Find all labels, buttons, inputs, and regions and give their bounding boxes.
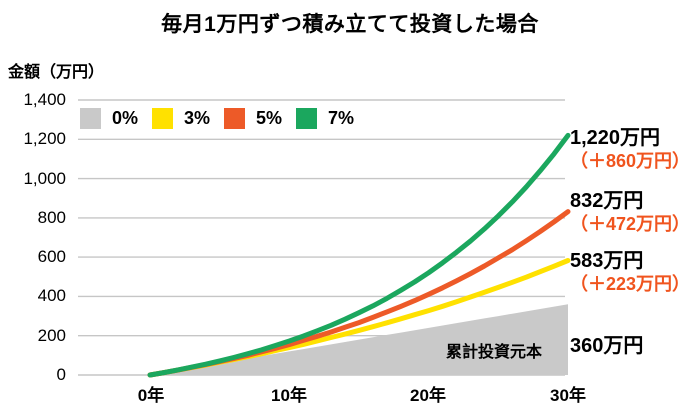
x-tick-10y: 10年 [271,386,307,405]
line-7% [147,132,571,378]
legend-swatch-3pct-icon [152,108,174,129]
end-value-3pct: 583万円 [570,250,644,272]
legend-item-3pct: 3% [152,108,210,129]
legend-item-7pct: 7% [296,108,354,129]
x-tick-30y: 30年 [550,386,586,405]
end-gain-7pct: （＋860万円） [570,151,691,171]
y-tick-0: 0 [56,365,66,384]
y-tick-400: 400 [37,286,66,305]
legend-item-5pct: 5% [224,108,282,129]
legend-label-3pct: 3% [184,108,211,128]
end-gain-5pct: （＋472万円） [570,214,691,234]
end-label-7pct: 1,220万円 （＋860万円） [570,126,690,173]
y-tick-600: 600 [37,247,66,266]
y-tick-200: 200 [37,326,66,345]
principal-area-label: 累計投資元本 [446,344,543,361]
y-tick-1200: 1,200 [23,129,66,148]
legend-label-7pct: 7% [328,108,355,128]
legend-swatch-0pct-icon [80,108,101,129]
y-axis-title: 金額（万円） [8,64,105,81]
legend-swatch-7pct-icon [296,108,318,129]
legend: 0% 3% 5% 7% [80,108,368,129]
legend-label-5pct: 5% [256,108,283,128]
x-tick-0y: 0年 [137,386,165,405]
end-gain-3pct: （＋223万円） [570,274,691,294]
end-value-principal: 360万円 [570,335,644,357]
legend-label-0pct: 0% [112,108,139,128]
y-tick-1000: 1,000 [23,169,66,188]
legend-item-0pct: 0% [80,108,138,129]
end-label-3pct: 583万円 （＋223万円） [570,249,690,296]
y-tick-1400: 1,400 [23,90,66,109]
end-label-5pct: 832万円 （＋472万円） [570,189,690,236]
y-tick-800: 800 [37,208,66,227]
end-value-7pct: 1,220万円 [570,127,661,149]
x-tick-20y: 20年 [410,386,446,405]
end-value-5pct: 832万円 [570,190,644,212]
chart-title: 毎月1万円ずつ積み立てて投資した場合 [161,13,539,36]
legend-swatch-5pct-icon [224,108,246,129]
